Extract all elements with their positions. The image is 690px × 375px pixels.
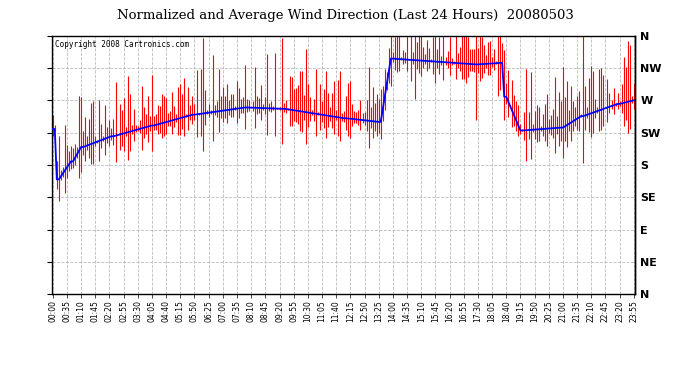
Text: Copyright 2008 Cartronics.com: Copyright 2008 Cartronics.com bbox=[55, 39, 189, 48]
Text: Normalized and Average Wind Direction (Last 24 Hours)  20080503: Normalized and Average Wind Direction (L… bbox=[117, 9, 573, 22]
